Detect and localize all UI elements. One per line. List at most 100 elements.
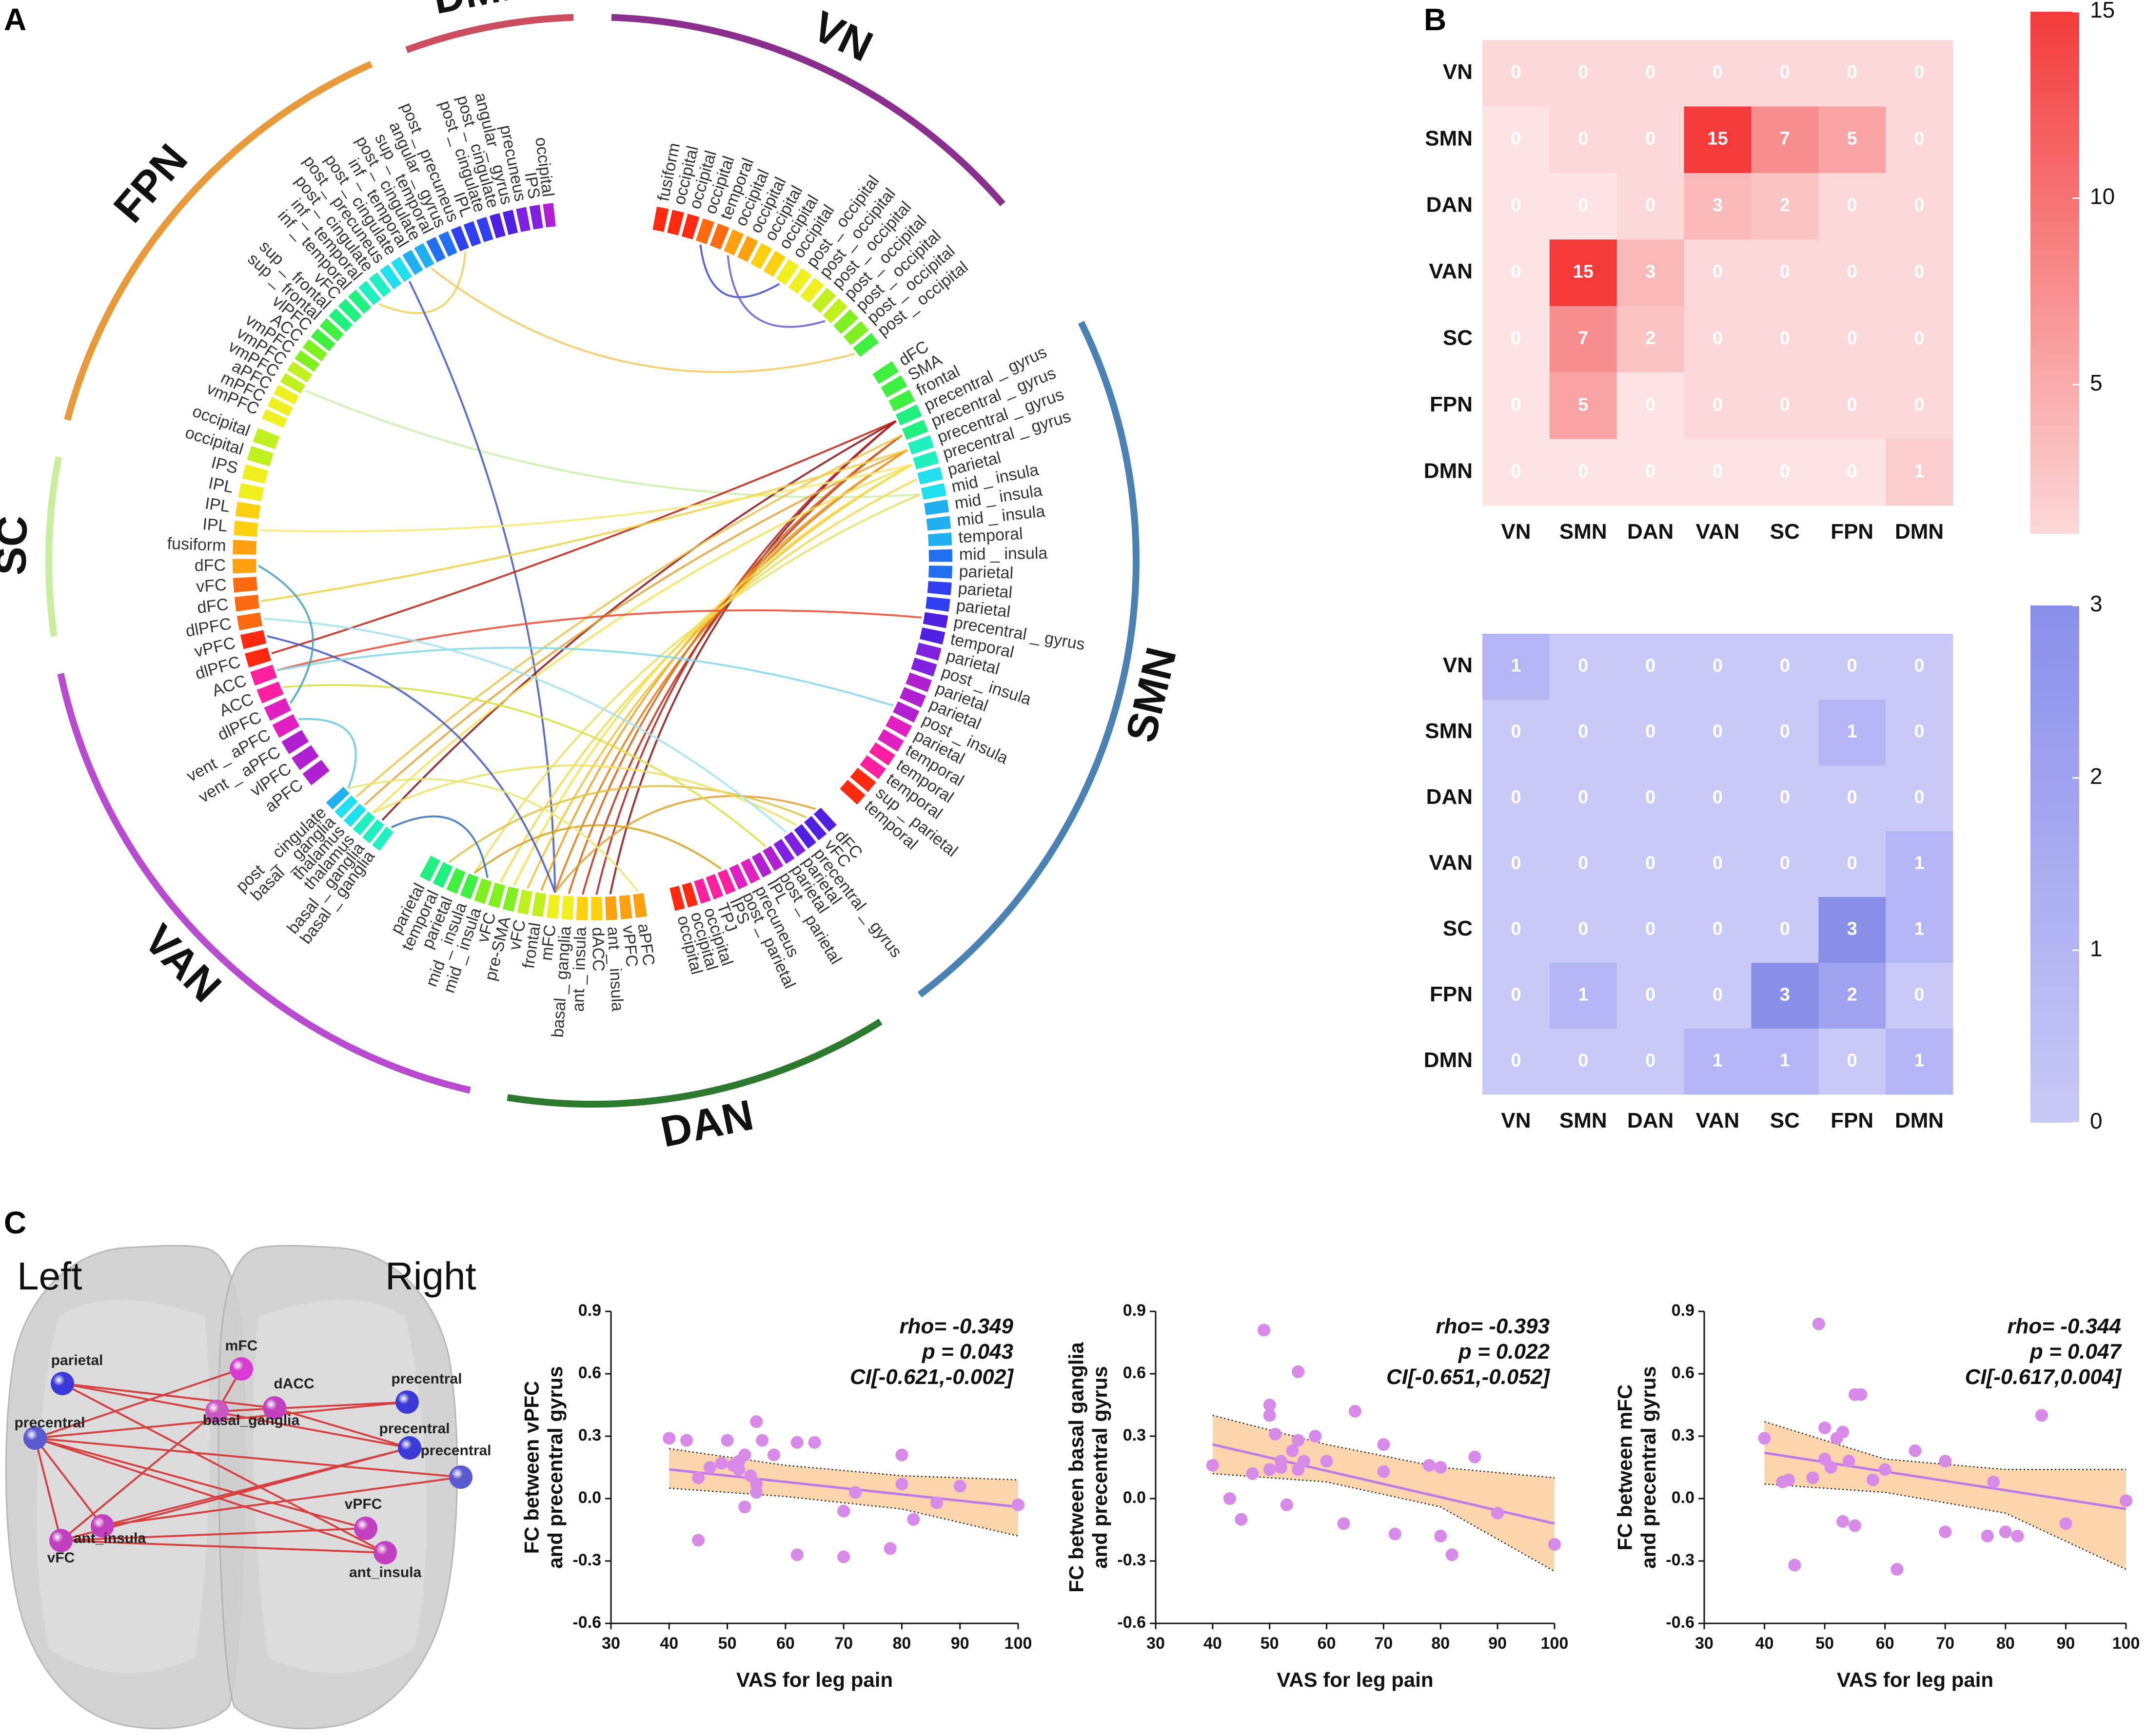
ci-upper-line [1212,1415,1555,1479]
colorbar-tick: 3 [2090,591,2103,616]
region-segment [274,385,299,405]
connection-link [727,255,826,328]
region-segment [750,243,772,270]
heatmap-row-label: DMN [1424,459,1473,483]
heatmap-cell [1684,239,1752,307]
heatmap-cell [1616,1029,1685,1095]
heatmap-cell-value: 0 [1578,787,1588,808]
region-segment [920,627,945,644]
region-segment [358,280,381,306]
heatmap-cell [1818,106,1886,174]
heatmap-cell [1482,634,1550,700]
panel-letter-b: B [1424,2,1446,37]
heatmap-cell [1818,831,1886,897]
region-label: vFC [196,576,227,596]
heatmap-cell-value: 0 [1578,853,1588,874]
region-label: mFC [537,924,560,961]
heatmap-cell-value: 0 [1578,919,1588,939]
region-segment [348,290,372,314]
region-segment [546,894,560,919]
region-segment [591,897,603,920]
region-segment [669,885,685,911]
y-tick-label: 0.3 [1672,1426,1694,1444]
scatter-plot-mfc: -0.6 -0.3 0.0 0.3 0.6 0.9 30 40 50 60 70 80 90 100 VAS… [1614,1301,2140,1691]
data-point [732,1463,746,1476]
data-point [1263,1399,1276,1411]
region-segment [295,350,320,372]
heatmap-col-label: DMN [1895,520,1944,544]
region-segment [402,250,423,275]
heatmap-col-label: DAN [1627,1109,1673,1132]
ci-upper-line [1764,1421,2126,1470]
heatmap-cell [1886,372,1953,440]
region-segment [287,361,313,383]
brain-edge [34,1437,103,1527]
stat-text: p = 0.022 [1458,1340,1550,1364]
connection-link [276,609,922,671]
brain-connectivity: Left Right mFC dACC basal_ganglia parietal p… [5,1245,492,1730]
heatmap-row-label: DAN [1426,785,1473,809]
region-segment [362,819,384,843]
heatmap-cell [1886,765,1953,832]
heatmap-cell-value: 0 [1578,129,1588,149]
heatmap-cell-value: 5 [1847,129,1857,149]
brain-node [374,1541,397,1564]
heatmap-cell [1818,173,1886,240]
region-segment [823,298,847,324]
heatmap-cell [1751,239,1819,307]
heatmap-cell-value: 0 [1914,328,1925,349]
y-axis-label: FC between mFCand precentral gyrus [1614,1366,1660,1568]
y-tick-label: 0.0 [1672,1488,1694,1507]
data-point [849,1486,862,1499]
heatmap-cell-value: 0 [1713,787,1723,808]
heatmap-cell [1684,963,1752,1029]
x-tick-label: 60 [1876,1634,1894,1653]
heatmap-cell [1549,106,1617,174]
brain-node [395,1390,419,1414]
heatmap-cell [1751,1029,1819,1095]
data-point [1377,1438,1390,1451]
heatmap-cell [1482,765,1550,832]
region-label: vPFC [619,925,641,968]
heatmap-cell [1886,700,1953,766]
region-segment [911,658,937,677]
region-segment [561,896,574,920]
brain-node-label: precentral [391,1371,462,1387]
heatmap-positive: 0 0 0 0 0 0 00 0 0 15 7 5 00 0 0 3 2 0 00 15 3 0 0 0 00 7 2 0 0 0 00 5 0… [1424,0,2115,544]
brain-node-label: mFC [225,1338,258,1354]
heatmap-cell-value: 0 [1511,722,1521,742]
region-segment [489,213,506,238]
data-point [1824,1461,1837,1474]
heatmap-cell [1616,173,1685,240]
data-point [703,1461,716,1474]
heatmap-cell [1886,634,1953,700]
heatmap-cell-value: 0 [1914,195,1925,215]
heatmap-cell-value: 0 [1780,853,1790,874]
heatmap-cell-value: 0 [1847,1051,1857,1071]
data-point [691,1534,705,1547]
heatmap-cell-value: 3 [1645,262,1655,282]
heatmap-cell-value: 0 [1511,62,1521,82]
y-tick-label: -0.6 [1117,1613,1146,1632]
region-segment [928,549,953,562]
connection-link [381,420,897,821]
data-point [907,1513,920,1526]
heatmap-cell-value: 1 [1914,919,1925,939]
region-segment [529,204,543,230]
heatmap-cell-value: 0 [1511,919,1521,939]
heatmap-cell-value: 0 [1645,656,1655,676]
network-arc-vn [611,14,1005,207]
heatmap-cell [1818,1029,1886,1095]
x-tick-label: 50 [718,1634,737,1653]
region-label: IPS [521,171,543,200]
heatmap-cell [1684,173,1752,240]
heatmap-cell [1751,700,1819,766]
region-segment [502,210,518,235]
region-segment [813,807,837,832]
heatmap-col-label: VAN [1696,520,1740,544]
region-segment [773,839,795,864]
data-point [1275,1461,1288,1474]
heatmap-cell-value: 15 [1707,129,1728,149]
x-tick-label: 80 [893,1634,911,1653]
data-point [1782,1473,1795,1486]
